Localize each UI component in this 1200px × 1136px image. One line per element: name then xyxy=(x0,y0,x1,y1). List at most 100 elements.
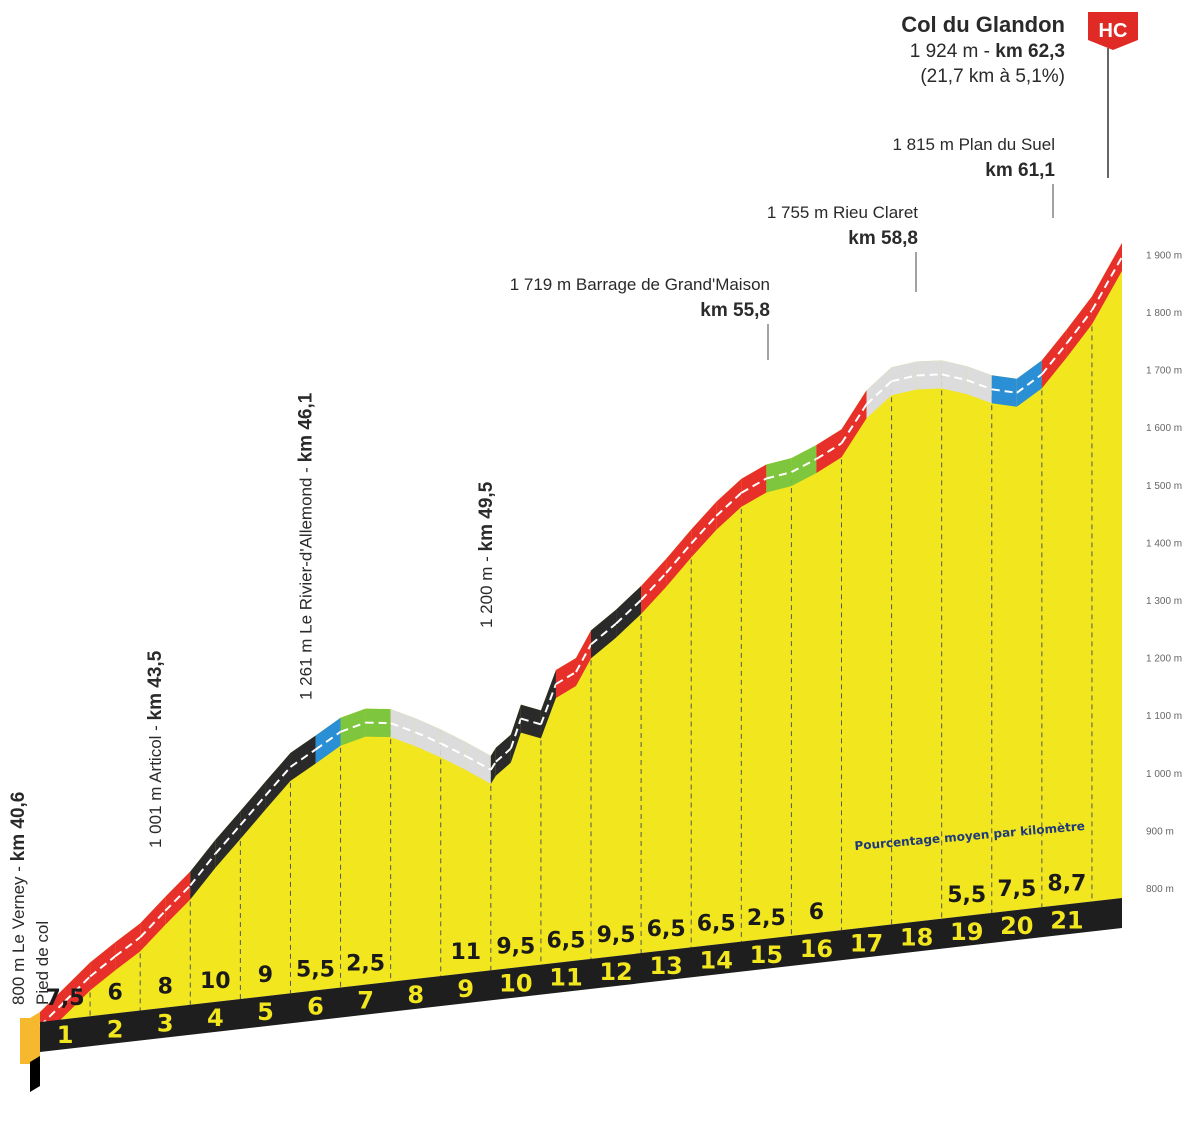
band-center-dash xyxy=(289,748,317,768)
km-label: 1 xyxy=(57,1021,74,1049)
annotation-text: 1 001 m Articol - km 43,5 xyxy=(145,650,166,848)
gradient-band-segment xyxy=(540,670,556,739)
band-center-dash xyxy=(590,622,617,646)
gradient-label: 8 xyxy=(158,975,173,1000)
km-label: 15 xyxy=(750,941,783,969)
gradient-label: 8,7 xyxy=(1047,871,1086,896)
category-badge: HC xyxy=(1099,20,1128,42)
band-center-dash xyxy=(340,721,366,733)
annotation-place: 800 m Le Verney - xyxy=(9,861,28,1005)
band-center-dash xyxy=(1016,373,1043,394)
band-center-dash xyxy=(740,477,767,494)
band-center-dash xyxy=(164,884,191,912)
band-center-dash xyxy=(865,380,893,405)
summit-km: km 62,3 xyxy=(995,41,1065,62)
band-center-dash xyxy=(1066,309,1093,344)
annotation-subtext: Pied de col xyxy=(33,921,52,1005)
base-strip-side xyxy=(30,1056,40,1092)
elevation-tick: 900 m xyxy=(1146,826,1174,837)
gradient-label: 6 xyxy=(107,980,122,1005)
gradient-label: 5,5 xyxy=(947,883,986,908)
band-center-dash xyxy=(665,542,692,574)
band-center-dash xyxy=(815,442,843,460)
gradient-label: 2,5 xyxy=(747,906,786,931)
annotation-rieu-km: km 58,8 xyxy=(848,228,918,249)
band-center-dash xyxy=(941,373,967,382)
km-label: 19 xyxy=(950,918,983,946)
annotation-text: 1 261 m Le Rivier-d'Allemond - km 46,1 xyxy=(296,392,317,700)
band-center-dash xyxy=(314,730,342,751)
band-center-dash xyxy=(214,824,242,855)
band-center-dash xyxy=(1091,256,1123,311)
band-center-dash xyxy=(1041,342,1068,375)
band-center-dash xyxy=(390,722,417,734)
band-center-dash xyxy=(509,718,522,749)
km-base-strip xyxy=(40,898,1122,1052)
band-center-dash xyxy=(916,373,942,377)
elevation-tick: 1 000 m xyxy=(1146,769,1182,780)
km-label: 9 xyxy=(457,975,474,1003)
km-label: 7 xyxy=(357,987,374,1015)
gradient-band-segment xyxy=(841,390,867,458)
summit-climb-summary: (21,7 km à 5,1%) xyxy=(920,66,1065,87)
elevation-tick: 1 500 m xyxy=(1146,481,1182,492)
elevation-tick: 1 700 m xyxy=(1146,366,1182,377)
km-label: 14 xyxy=(700,947,733,975)
km-label: 11 xyxy=(549,964,582,992)
annotation-km: km 49,5 xyxy=(476,481,497,551)
gradient-label: 6,5 xyxy=(647,917,686,942)
gradient-label: 6 xyxy=(809,900,824,925)
gradient-band-segment xyxy=(495,734,511,776)
gradient-label: 11 xyxy=(450,940,481,965)
gradient-band-segment xyxy=(766,458,792,493)
band-center-dash xyxy=(440,742,467,757)
km-label: 12 xyxy=(599,958,632,986)
km-label: 3 xyxy=(157,1010,174,1038)
gradient-label: 2,5 xyxy=(346,952,385,977)
band-center-dash xyxy=(489,761,497,771)
gradient-band-segment xyxy=(891,361,917,396)
annotation-barrage-km: km 55,8 xyxy=(700,300,770,321)
band-center-dash xyxy=(264,766,292,797)
band-center-dash xyxy=(239,795,267,826)
summit-title: Col du Glandon xyxy=(901,12,1065,37)
elevation-tick: 1 300 m xyxy=(1146,596,1182,607)
band-center-dash xyxy=(139,910,166,939)
km-label: 16 xyxy=(800,935,833,963)
band-center-dash xyxy=(114,936,141,958)
band-center-dash xyxy=(790,458,817,474)
elevation-tick: 1 200 m xyxy=(1146,654,1182,665)
elevation-tick: 1 400 m xyxy=(1146,538,1182,549)
annotation-km495: 1 200 m - km 49,5 xyxy=(476,481,497,628)
elevation-tick: 1 900 m xyxy=(1146,250,1182,261)
km-label: 2 xyxy=(107,1015,124,1043)
gradient-band-segment xyxy=(916,360,942,390)
gradient-band-segment xyxy=(991,375,1017,407)
annotation-rieu-place: 1 755 m Rieu Claret xyxy=(767,203,918,222)
band-center-dash xyxy=(539,683,557,725)
gradient-label: 9 xyxy=(258,963,273,988)
band-center-dash xyxy=(766,471,792,480)
band-center-dash xyxy=(465,755,492,771)
km-label: 10 xyxy=(499,969,532,997)
band-center-dash xyxy=(966,379,993,391)
km-label: 17 xyxy=(850,929,883,957)
annotation-place: 1 261 m Le Rivier-d'Allemond - xyxy=(297,462,316,700)
elevation-tick: 1 100 m xyxy=(1146,711,1182,722)
annotation-place: 1 001 m Articol - xyxy=(146,720,165,848)
annotation-barrage-place: 1 719 m Barrage de Grand'Maison xyxy=(510,275,770,294)
annotation-rivier: 1 261 m Le Rivier-d'Allemond - km 46,1 xyxy=(296,392,317,700)
km-label: 21 xyxy=(1050,906,1083,934)
band-center-dash xyxy=(575,643,592,673)
annotation-suel-place: 1 815 m Plan du Suel xyxy=(892,135,1055,154)
gradient-label: 6,5 xyxy=(546,929,585,954)
km-label: 18 xyxy=(900,924,933,952)
elevation-tick: 1 800 m xyxy=(1146,308,1182,319)
gradient-band-segment xyxy=(555,657,576,699)
gradient-band-segment xyxy=(520,704,541,739)
km-label: 13 xyxy=(649,952,682,980)
band-center-dash xyxy=(715,492,742,517)
band-center-dash xyxy=(615,599,642,625)
km-label: 6 xyxy=(307,992,324,1020)
